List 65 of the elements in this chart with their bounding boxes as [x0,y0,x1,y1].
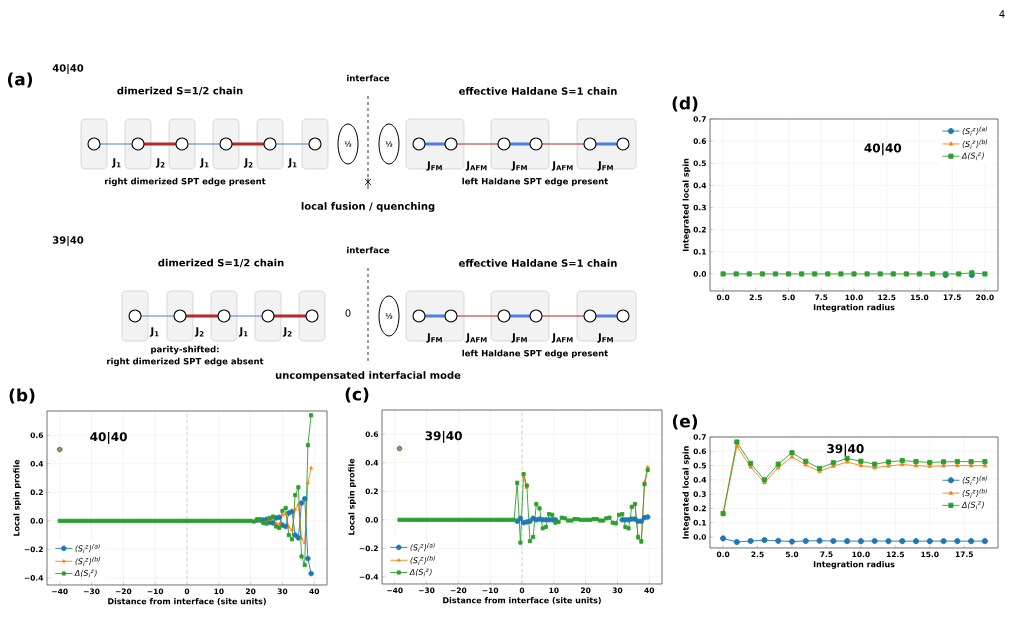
text: J$_{AFM}$ [551,161,573,171]
legend-label: Δ⟨S$_{i}$$^{z}$⟩ [961,152,984,161]
y-axis-title: Local spin profile [13,459,22,536]
legend-label: Δ⟨S$_{i}$$^{z}$⟩ [961,501,984,510]
text: right dimerized SPT edge absent [107,357,264,367]
text: J$_{2}$ [282,327,292,337]
legend-label: ⟨S$_{i}$$^{z}$⟩$^{(b)}$ [410,555,435,565]
legend-label: ⟨S$_{i}$$^{z}$⟩$^{(a)}$ [962,126,987,136]
x-axis-title: Integration radius [813,304,895,312]
text: 0 [345,309,351,317]
y-axis-title: Integrated local spin [682,158,691,252]
text: J$_{FM}$ [597,161,613,171]
text: J$_{1}$ [287,158,297,168]
text: J$_{1}$ [199,158,209,168]
legend-label: ⟨S$_{i}$$^{z}$⟩$^{(a)}$ [410,542,435,553]
annotation: 40|40 [90,431,127,444]
chart-title: (c) [345,387,369,403]
annotation: 40|40 [864,143,902,156]
text: J$_{2}$ [194,327,204,337]
chart-title: (d) [672,96,698,112]
text: uncompensated interfacial mode [275,371,461,381]
text: J$_{FM}$ [426,161,442,171]
text: J$_{1}$ [238,327,248,337]
text: left Haldane SPT edge present [462,177,609,187]
text: dimerized S=1/2 chain [158,258,284,268]
text: J$_{1}$ [149,327,159,337]
text: J$_{FM}$ [511,333,527,343]
text: J$_{1}$ [111,158,121,168]
text: effective Haldane S=1 chain [459,259,617,267]
y-axis-title: Local spin profile [348,458,357,535]
annotation: 39|40 [425,430,462,443]
legend-label: ⟨S$_{i}$$^{z}$⟩$^{(b)}$ [962,139,987,149]
legend-label: ⟨S$_{i}$$^{z}$⟩$^{(b)}$ [962,488,987,498]
text: interface [347,246,390,254]
chart-title: (e) [672,414,698,430]
text: J$_{FM}$ [597,333,613,343]
text: J$_{FM}$ [426,333,442,343]
annotation: 39|40 [827,443,864,456]
y-axis-title: Integrated local spin [682,446,691,539]
legend-label: Δ⟨S$_{i}$$^{z}$⟩ [409,568,432,577]
text: J$_{AFM}$ [551,333,573,343]
text: dimerized S=1/2 chain [117,86,243,96]
text: interface [347,74,390,82]
text: (a) [7,72,33,88]
text: J$_{2}$ [243,158,253,168]
text: 40|40 [52,63,84,74]
legend-label: ⟨S$_{i}$$^{z}$⟩$^{(b)}$ [75,556,100,566]
text: J$_{FM}$ [511,161,527,171]
legend-label: Δ⟨S$_{i}$$^{z}$⟩ [74,569,97,578]
text: local fusion / quenching [301,202,435,212]
text: left Haldane SPT edge present [462,349,609,359]
text: 39|40 [52,235,84,246]
text: J$_{AFM}$ [465,333,487,343]
text: effective Haldane S=1 chain [459,87,617,95]
x-axis-title: Distance from interface (site units) [108,598,266,606]
text: right dimerized SPT edge present [104,177,266,187]
legend-label: ⟨S$_{i}$$^{z}$⟩$^{(a)}$ [962,475,987,485]
text: parity-shifted: [151,345,219,355]
x-axis-title: Integration radius [813,561,895,569]
chart-title: (b) [9,388,35,404]
legend-label: ⟨S$_{i}$$^{z}$⟩$^{(a)}$ [75,543,100,554]
text: J$_{2}$ [155,158,165,168]
x-axis-title: Distance from interface (site units) [443,597,601,605]
text: 4 [999,10,1005,18]
text: J$_{AFM}$ [465,161,487,171]
